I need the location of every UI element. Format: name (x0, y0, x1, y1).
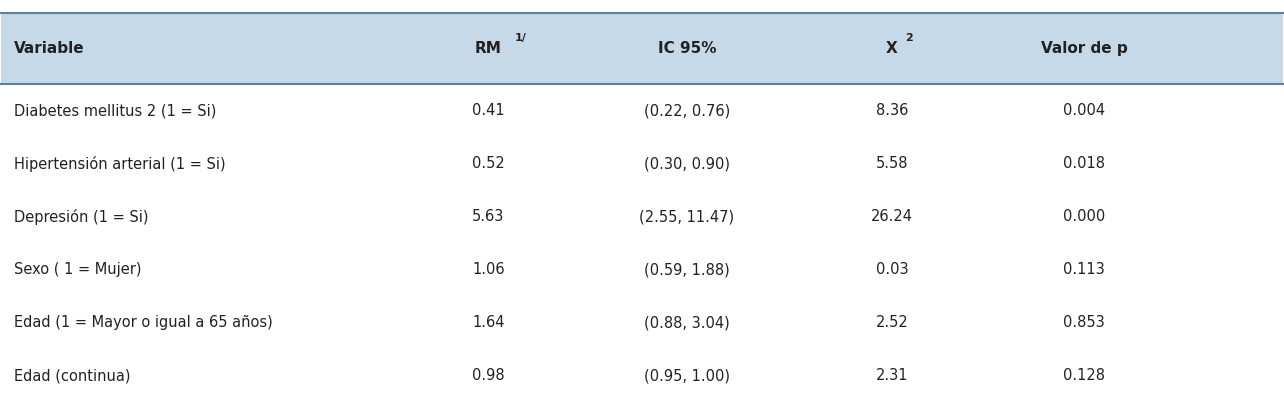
Text: 2: 2 (905, 32, 913, 42)
Text: Edad (continua): Edad (continua) (14, 368, 131, 383)
Text: 0.98: 0.98 (473, 368, 505, 383)
Text: 5.63: 5.63 (473, 209, 505, 224)
Text: Diabetes mellitus 2 (1 = Si): Diabetes mellitus 2 (1 = Si) (14, 103, 217, 118)
Text: Edad (1 = Mayor o igual a 65 años): Edad (1 = Mayor o igual a 65 años) (14, 315, 273, 330)
Text: (2.55, 11.47): (2.55, 11.47) (639, 209, 734, 224)
Text: 2.31: 2.31 (876, 368, 908, 383)
Text: Sexo ( 1 = Mujer): Sexo ( 1 = Mujer) (14, 262, 141, 277)
Text: (0.88, 3.04): (0.88, 3.04) (645, 315, 729, 330)
Text: 0.018: 0.018 (1063, 156, 1106, 171)
Text: Variable: Variable (14, 41, 85, 56)
Text: 5.58: 5.58 (876, 156, 908, 171)
Text: X: X (886, 41, 898, 56)
Text: Hipertensión arterial (1 = Si): Hipertensión arterial (1 = Si) (14, 156, 226, 171)
Text: Depresión (1 = Si): Depresión (1 = Si) (14, 209, 149, 225)
Text: 0.03: 0.03 (876, 262, 908, 277)
Text: RM: RM (475, 41, 502, 56)
Text: 2.52: 2.52 (876, 315, 908, 330)
Text: (0.95, 1.00): (0.95, 1.00) (643, 368, 729, 383)
Text: 1.06: 1.06 (473, 262, 505, 277)
Bar (1, 13, 1283, 84)
Text: 0.004: 0.004 (1063, 103, 1106, 118)
Text: 0.52: 0.52 (473, 156, 505, 171)
Text: 26.24: 26.24 (871, 209, 913, 224)
Text: 1/: 1/ (515, 32, 526, 42)
Text: 0.000: 0.000 (1063, 209, 1106, 224)
Text: 0.113: 0.113 (1063, 262, 1106, 277)
Text: 8.36: 8.36 (876, 103, 908, 118)
Text: IC 95%: IC 95% (657, 41, 716, 56)
Text: (0.59, 1.88): (0.59, 1.88) (645, 262, 729, 277)
Text: 0.128: 0.128 (1063, 368, 1106, 383)
Text: 0.41: 0.41 (473, 103, 505, 118)
Text: 0.853: 0.853 (1063, 315, 1106, 330)
Text: 1.64: 1.64 (473, 315, 505, 330)
Text: (0.30, 0.90): (0.30, 0.90) (643, 156, 729, 171)
Text: Valor de p: Valor de p (1040, 41, 1127, 56)
Text: (0.22, 0.76): (0.22, 0.76) (643, 103, 731, 118)
